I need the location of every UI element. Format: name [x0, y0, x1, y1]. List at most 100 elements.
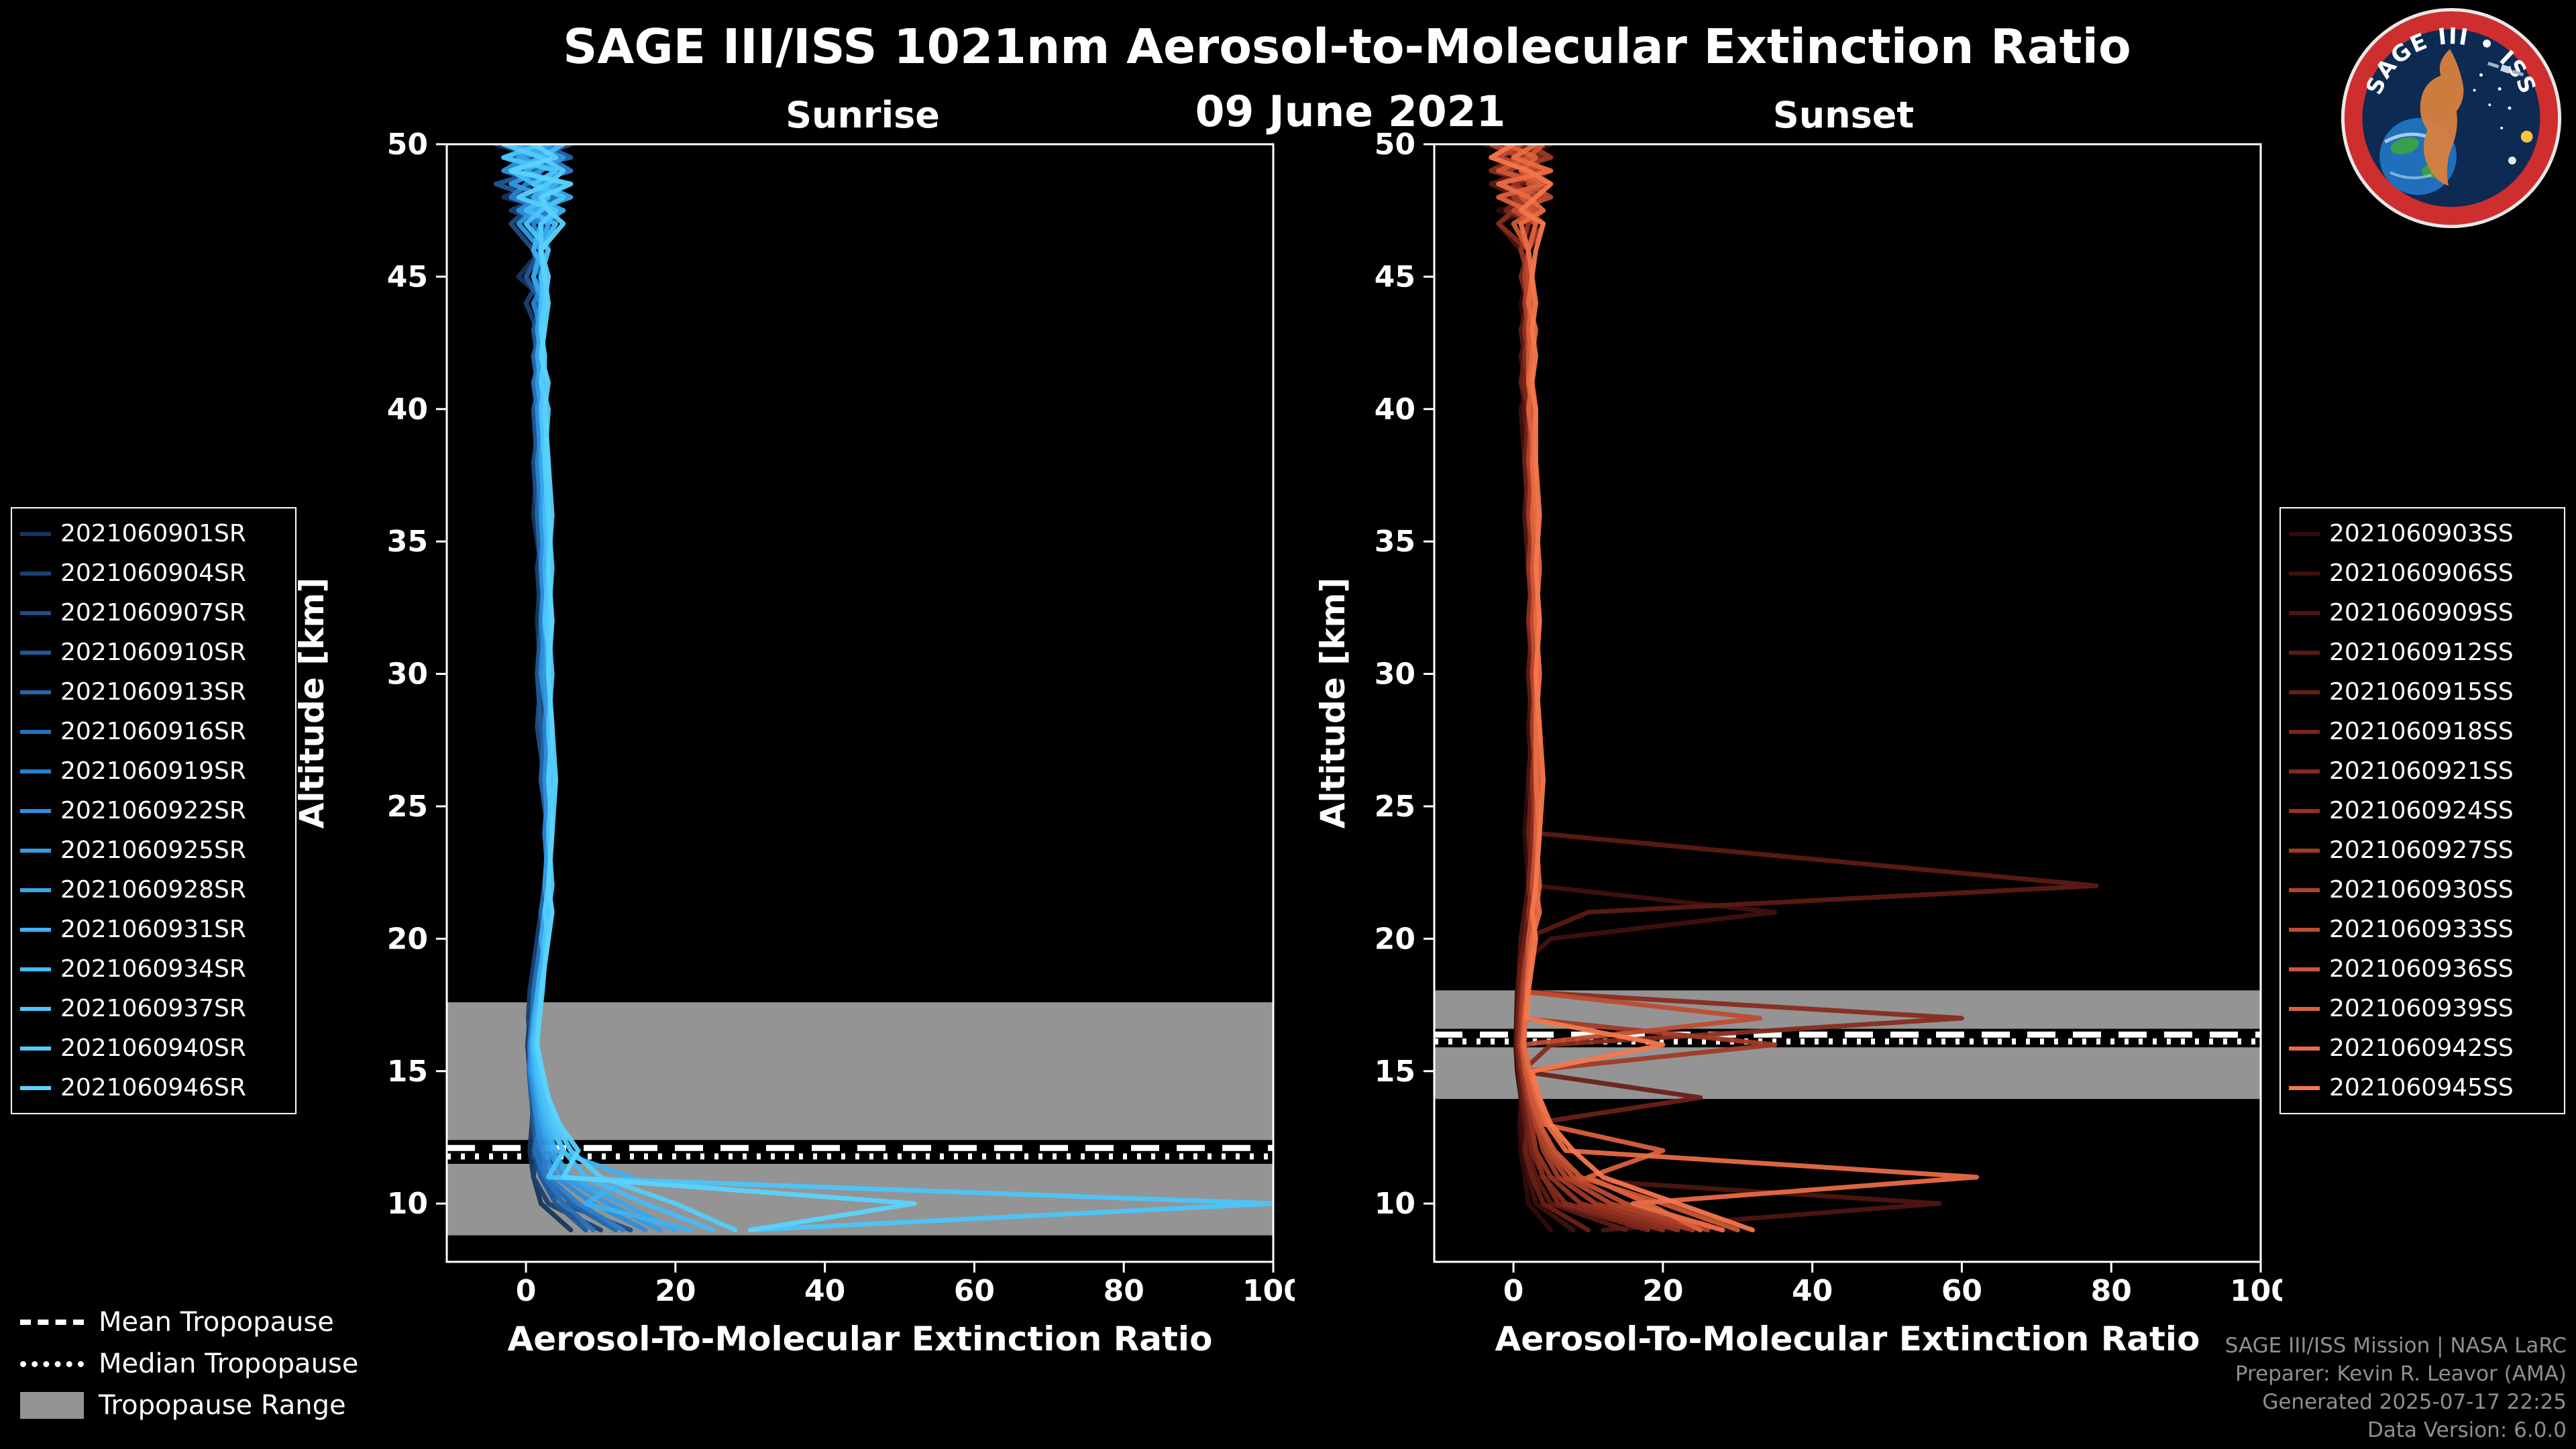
profile-lines [1481, 144, 2099, 1233]
tropopause-range-patch-swatch [20, 1392, 84, 1419]
footer-generated-line: Generated 2025-07-17 22:25 [2262, 1390, 2567, 1414]
legend-row-median-tropopause: Median Tropopause [20, 1343, 358, 1385]
satellite-icon [2487, 61, 2524, 76]
legend-item: 2021060918SS [2289, 712, 2556, 751]
profile-lines [494, 144, 1273, 1233]
svg-text:100: 100 [2230, 1274, 2282, 1308]
attribution-footer: SAGE III/ISS Mission | NASA LaRC Prepare… [2225, 1332, 2567, 1444]
y-axis-label: Altitude [km] [292, 578, 331, 829]
mean-tropopause-dash-swatch [20, 1320, 84, 1325]
plot-frame [1433, 143, 2262, 1263]
mean-tropopause-label: Mean Tropopause [99, 1307, 334, 1338]
legend-line-swatch [20, 888, 51, 892]
legend-line-swatch [20, 729, 51, 734]
svg-text:60: 60 [954, 1274, 995, 1308]
svg-text:20: 20 [387, 922, 428, 956]
tropopause-range-label: Tropopause Range [99, 1390, 346, 1421]
legend-line-swatch [2289, 927, 2320, 932]
legend-item: 2021060934SR [20, 949, 287, 989]
legend-line-swatch [2289, 1085, 2320, 1090]
legend-label: 2021060933SS [2329, 916, 2514, 943]
legend-item: 2021060937SR [20, 989, 287, 1028]
legend-line-swatch [2289, 808, 2320, 813]
legend-line-swatch [2289, 848, 2320, 853]
legend-line-swatch [20, 650, 51, 655]
legend-item: 2021060925SR [20, 830, 287, 870]
panel-title-sunrise: Sunrise [786, 94, 940, 136]
legend-item: 2021060912SS [2289, 633, 2556, 672]
x-axis-label: Aerosol-To-Molecular Extinction Ratio [508, 1320, 1213, 1358]
legend-line-swatch [2289, 769, 2320, 773]
legend-label: 2021060907SR [60, 599, 246, 627]
svg-text:0: 0 [1503, 1274, 1524, 1308]
legend-item: 2021060931SR [20, 910, 287, 949]
svg-text:45: 45 [387, 260, 428, 294]
legend-label: 2021060913SR [60, 678, 246, 706]
median-tropopause-label: Median Tropopause [99, 1348, 359, 1379]
legend-label: 2021060916SR [60, 718, 246, 745]
legend-line-swatch [2289, 729, 2320, 734]
legend-item: 2021060928SR [20, 870, 287, 910]
legend-line-swatch [20, 769, 51, 773]
legend-line-swatch [2289, 1006, 2320, 1011]
figure-icon [2420, 49, 2464, 186]
footer-version-line: Data Version: 6.0.0 [2367, 1418, 2567, 1442]
x-axis: 0 20 40 60 80 100 [1503, 1262, 2282, 1308]
legend-label: 2021060903SS [2329, 520, 2514, 547]
legend-item: 2021060915SS [2289, 672, 2556, 712]
legend-item: 2021060930SS [2289, 870, 2556, 910]
legend-sunset: 2021060903SS 2021060906SS 2021060909SS 2021… [2279, 507, 2565, 1114]
footer-mission-line: SAGE III/ISS Mission | NASA LaRC [2224, 1334, 2567, 1358]
legend-item: 2021060942SS [2289, 1028, 2556, 1068]
legend-line-swatch [20, 531, 51, 536]
legend-item: 2021060946SR [20, 1068, 287, 1108]
svg-text:40: 40 [1375, 392, 1415, 427]
legend-line-swatch [2289, 888, 2320, 892]
x-axis: 0 20 40 60 80 100 [516, 1262, 1295, 1308]
legend-item: 2021060909SS [2289, 593, 2556, 633]
svg-text:35: 35 [387, 525, 428, 559]
legend-label: 2021060922SR [60, 797, 246, 824]
plot-frame [445, 143, 1275, 1263]
legend-line-swatch [20, 967, 51, 971]
legend-label: 2021060924SS [2329, 797, 2514, 824]
legend-item: 2021060919SR [20, 751, 287, 791]
tropopause-legend: Mean Tropopause Median Tropopause Tropop… [20, 1301, 358, 1426]
svg-text:0: 0 [516, 1274, 537, 1308]
y-axis: 10 15 20 25 30 35 40 45 50 [1375, 127, 1434, 1221]
legend-sunrise: 2021060901SR 2021060904SR 2021060907SR 2021… [11, 507, 297, 1114]
svg-text:80: 80 [1104, 1274, 1144, 1308]
sage-iii-iss-logo: SAGE III • ISS [2341, 7, 2562, 229]
legend-line-swatch [2289, 690, 2320, 694]
legend-item: 2021060939SS [2289, 989, 2556, 1028]
svg-text:40: 40 [804, 1274, 845, 1308]
legend-line-swatch [2289, 531, 2320, 536]
legend-item: 2021060933SS [2289, 910, 2556, 949]
legend-label: 2021060925SR [60, 837, 246, 864]
legend-line-swatch [2289, 650, 2320, 655]
legend-line-swatch [20, 1006, 51, 1011]
legend-label: 2021060921SS [2329, 757, 2514, 785]
legend-line-swatch [20, 690, 51, 694]
svg-text:10: 10 [387, 1187, 428, 1221]
svg-text:20: 20 [1375, 922, 1415, 956]
legend-label: 2021060936SS [2329, 955, 2514, 983]
svg-text:35: 35 [1375, 525, 1415, 559]
legend-label: 2021060937SR [60, 995, 246, 1022]
sunrise-plot: 0 20 40 60 80 100 10 15 20 25 30 35 40 45 50 Aerosol-To… [292, 127, 1295, 1358]
legend-label: 2021060928SR [60, 876, 246, 904]
legend-label: 2021060945SS [2329, 1074, 2514, 1102]
svg-text:100: 100 [1242, 1274, 1295, 1308]
legend-label: 2021060909SS [2329, 599, 2514, 627]
legend-item: 2021060906SS [2289, 553, 2556, 593]
svg-text:10: 10 [1375, 1187, 1415, 1221]
svg-text:25: 25 [387, 790, 428, 824]
legend-label: 2021060946SR [60, 1074, 246, 1102]
legend-label: 2021060915SS [2329, 678, 2514, 706]
svg-text:40: 40 [1792, 1274, 1833, 1308]
legend-line-swatch [20, 848, 51, 853]
legend-line-swatch [20, 808, 51, 813]
legend-label: 2021060910SR [60, 639, 246, 666]
svg-text:20: 20 [655, 1274, 696, 1308]
legend-item: 2021060924SS [2289, 791, 2556, 830]
